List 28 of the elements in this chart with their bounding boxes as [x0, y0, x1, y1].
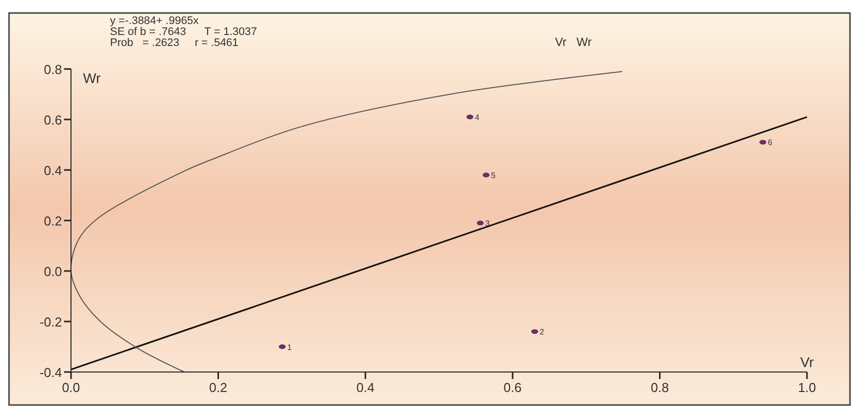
y-tick-label: 0.2 [44, 214, 62, 228]
y-axis-title: Wr [83, 70, 101, 86]
annotation: 4 [474, 112, 480, 122]
line-series [70, 71, 623, 372]
x-tick-label: 0.6 [504, 380, 522, 395]
point [278, 344, 286, 350]
annotation: 6 [768, 138, 773, 148]
y-tick-label: -0.4 [40, 365, 62, 380]
point [759, 140, 766, 145]
y-tick-label: 0.0 [44, 264, 62, 279]
y-tick-label: 0.8 [44, 62, 62, 77]
x-tick-label: 1.0 [798, 380, 816, 395]
y-tick-label: 0.6 [44, 112, 62, 128]
annotation: 2 [540, 328, 545, 337]
text: Vr Wr [555, 35, 592, 49]
annotation: 1 [287, 342, 292, 352]
x-tick-label: 0.4 [356, 380, 374, 395]
annotation: 3 [485, 219, 490, 228]
text: SE of b = .7643 T = 1.3037 [110, 26, 257, 38]
y-tick-label: -0.2 [40, 314, 62, 330]
text: y =-.3884+ .9965x [110, 15, 200, 27]
text: Prob = .2623 r = .5461 [110, 37, 238, 49]
x-tick-label: 0.2 [209, 380, 228, 395]
annotation: 5 [491, 171, 496, 180]
x-tick-label: 0.0 [62, 380, 80, 395]
x-axis-title: Vr [800, 354, 814, 370]
x-tick-label: 0.8 [650, 380, 669, 395]
y-tick-label: 0.4 [44, 163, 62, 178]
